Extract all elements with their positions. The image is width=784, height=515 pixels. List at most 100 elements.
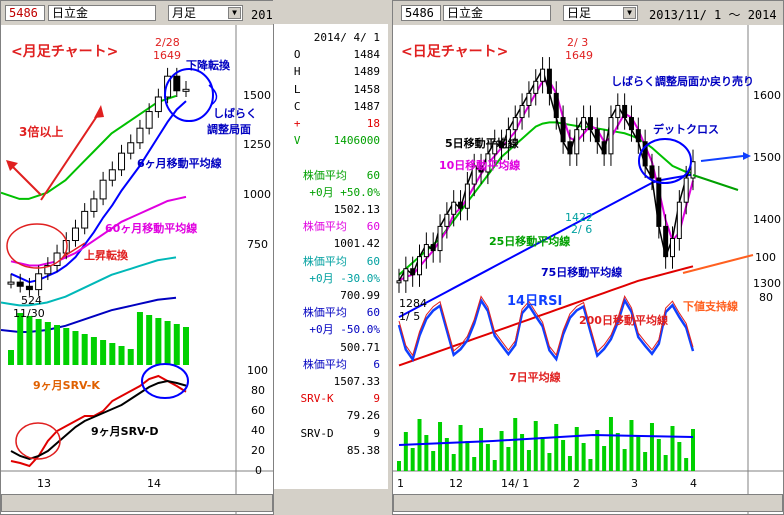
ma75-label: 75日移動平均線 [541, 266, 623, 279]
candle [464, 183, 470, 209]
candle [628, 117, 634, 131]
volume-bar [643, 452, 648, 471]
value-line: H 1489 [293, 65, 380, 79]
srvd-label: 9ヶ月SRV-D [91, 425, 159, 438]
srv-line [10, 374, 187, 468]
volume-bar [540, 437, 545, 471]
volume-bar [588, 459, 593, 471]
value-line: 1502.13 [333, 203, 380, 216]
candle [526, 92, 532, 106]
volume-bar [109, 343, 116, 365]
volume-bar [567, 456, 572, 471]
rsi-avg-line [398, 295, 694, 357]
volume-bar [26, 316, 33, 365]
srv-tick-0: 0 [255, 464, 262, 477]
candle [499, 141, 505, 149]
period-select[interactable]: 月足 ▼ [168, 5, 243, 21]
adjust-label-2: 調整局面 [207, 123, 251, 136]
stock-code-input[interactable]: 5486 [5, 5, 45, 21]
volume-bar [155, 318, 162, 365]
daily-ytick-1300: 1300 [753, 277, 781, 290]
daily-peak-value: 1649 [565, 49, 593, 62]
candle [108, 169, 116, 181]
volume-bar [547, 453, 552, 471]
candle [485, 153, 491, 173]
candle [99, 179, 107, 200]
volume-bar [424, 435, 429, 471]
volume-bar [44, 322, 51, 365]
volume-ma-line [398, 433, 694, 446]
daily-ytick-1500: 1500 [753, 151, 781, 164]
volume-bar [458, 425, 463, 471]
value-line: O 1484 [293, 48, 380, 62]
value-line: 700.99 [340, 289, 380, 302]
up-turn-label: 上昇転換 [84, 249, 128, 262]
candle [567, 141, 573, 155]
value-line: +0月 -30.0% [309, 271, 380, 285]
volume-bar [173, 324, 180, 365]
volume-bar [554, 424, 559, 471]
volume-bar [526, 450, 531, 471]
candle [437, 225, 443, 252]
candle [90, 198, 98, 212]
candle [145, 111, 153, 129]
ma5-label: 5日移動平均線 [445, 137, 519, 150]
candle [683, 177, 689, 203]
value-line: + 18 [293, 117, 380, 130]
volume-bar [397, 461, 401, 471]
volume-bar [403, 432, 408, 471]
value-line: 株価平均 60 [302, 306, 380, 320]
chevron-down-icon[interactable]: ▼ [623, 7, 636, 19]
daily-scrollbar[interactable] [393, 494, 783, 512]
period-label: 月足 [172, 6, 197, 20]
candle [403, 268, 409, 282]
candle [608, 117, 614, 155]
candle [601, 141, 607, 155]
daily-period-select[interactable]: 日足 ▼ [563, 5, 638, 21]
volume-bar [472, 457, 477, 471]
candle [410, 268, 416, 276]
daily-low-date: 1/ 5 [399, 310, 421, 323]
ma10-label: 10日移動平均線 [439, 159, 521, 172]
volume-bar [127, 349, 134, 365]
srv-tick-80: 80 [251, 384, 265, 397]
monthly-scrollbar[interactable] [1, 494, 273, 512]
volume-bar [561, 440, 566, 471]
daily-stock-name-field[interactable]: 日立金 [443, 5, 551, 21]
candle [656, 177, 662, 227]
volume-bar [90, 337, 97, 365]
volume-bar [146, 315, 153, 365]
stock-name-field[interactable]: 日立金 [48, 5, 156, 21]
volume-bar [691, 429, 695, 471]
volume-bar [629, 420, 634, 471]
volume-bar [438, 422, 443, 471]
daily-chart-panel: 5486 日立金 日足 ▼ 2013/11/ 1 ～ 2014 <日足チャート> … [392, 0, 784, 515]
ma25-label: 25日移動平均線 [489, 235, 571, 248]
volume-bar [81, 334, 88, 365]
daily-stock-code-input[interactable]: 5486 [401, 5, 441, 21]
value-line: +0月 +50.0% [309, 185, 380, 199]
candle [649, 165, 655, 179]
xtick-14: 14 [147, 477, 161, 490]
volume-bar [183, 327, 189, 365]
chevron-down-icon[interactable]: ▼ [228, 7, 241, 19]
dead-cross-label: デットクロス [653, 123, 719, 136]
volume-bar [615, 433, 620, 471]
daily-period-label: 日足 [567, 6, 592, 20]
candle [396, 280, 402, 284]
value-line: 85.38 [346, 443, 380, 457]
down-turn-label: 下降転換 [186, 59, 230, 72]
value-line: 株価平均 60 [302, 168, 380, 182]
candle [430, 244, 436, 252]
peak-date: 2/28 [155, 36, 180, 49]
value-line: V 1406000 [293, 134, 380, 148]
value-line: 1507.33 [333, 375, 380, 388]
volume-bar [444, 438, 449, 471]
srv-tick-40: 40 [251, 424, 265, 437]
value-line: SRV-K 9 [300, 392, 380, 406]
volume-bar [54, 325, 61, 365]
volume-bar [608, 417, 613, 471]
monthly-title: <月足チャート> [11, 44, 119, 60]
ytick-1500: 1500 [243, 89, 271, 102]
candle [173, 75, 181, 92]
